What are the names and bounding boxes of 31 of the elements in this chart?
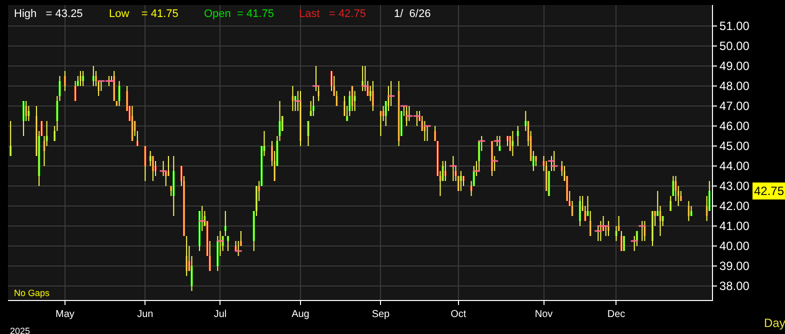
- text: 42.75: [754, 184, 784, 198]
- y-tick-label: 47.00: [719, 99, 750, 114]
- y-tick-label: 45.00: [719, 139, 750, 154]
- x-tick-label: Oct: [450, 309, 466, 320]
- annotation: Open = 41.75: [204, 8, 274, 20]
- y-tick-label: 50.00: [719, 39, 750, 54]
- y-tick-label: 42.00: [719, 199, 750, 214]
- y-tick-label: 48.00: [719, 79, 750, 94]
- x-tick-label: Sep: [372, 309, 390, 320]
- y-tick-label: 51.00: [719, 19, 750, 34]
- y-tick-label: 38.00: [719, 279, 750, 294]
- y-tick-label: 49.00: [719, 59, 750, 74]
- x-tick-label: Nov: [534, 309, 553, 320]
- annotation: No Gaps: [14, 288, 50, 298]
- x-tick-label: May: [55, 309, 74, 320]
- text: Day: [764, 316, 785, 330]
- annotation: Last = 42.75: [299, 8, 366, 20]
- y-tick-label: 43.00: [719, 179, 750, 194]
- y-tick-label: 39.00: [719, 259, 750, 274]
- annotation: Low = 41.75: [109, 8, 178, 20]
- y-tick-label: 40.00: [719, 239, 750, 254]
- y-tick-label: 44.00: [719, 159, 750, 174]
- y-tick-label: 46.00: [719, 119, 750, 134]
- x-tick-label: Jun: [137, 309, 154, 320]
- text: 2025: [10, 326, 30, 334]
- annotation: 1/ 6/26: [394, 8, 431, 20]
- x-tick-label: Aug: [292, 309, 310, 320]
- x-tick-label: Jul: [214, 309, 227, 320]
- annotation: High = 43.25: [14, 8, 83, 20]
- x-tick-label: Dec: [607, 309, 626, 320]
- y-tick-label: 41.00: [719, 219, 750, 234]
